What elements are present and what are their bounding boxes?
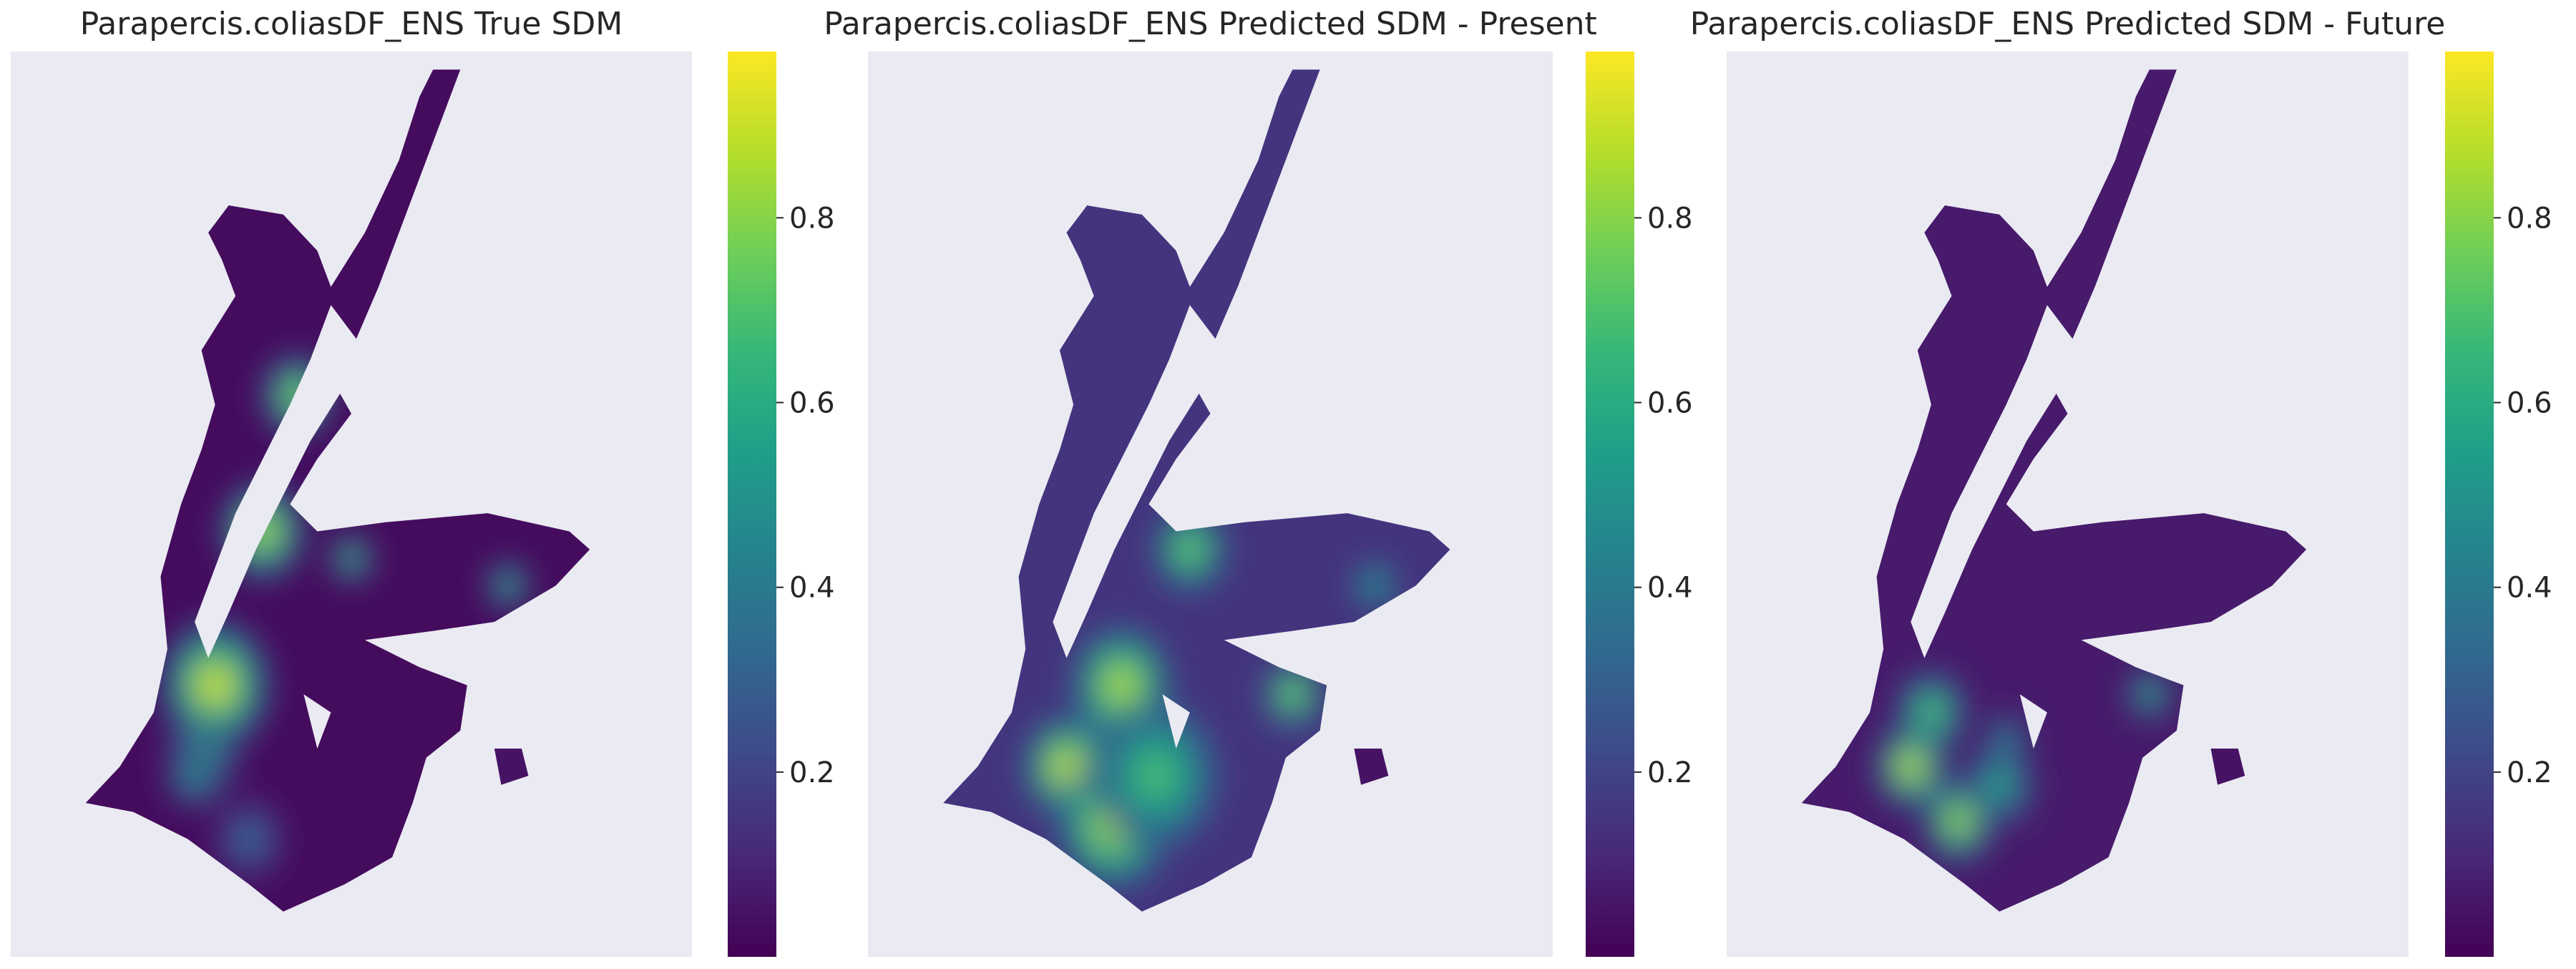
sdm-hotspot — [1181, 539, 1199, 560]
sdm-hotspot — [240, 829, 258, 849]
colorbar — [2445, 52, 2494, 957]
panel-title: Parapercis.coliasDF_ENS Predicted SDM - … — [1690, 6, 2446, 42]
sdm-hotspot — [1991, 774, 2009, 795]
colorbar-tick-label: 0.8 — [2507, 202, 2552, 235]
colorbar-tick-label: 0.6 — [789, 387, 835, 420]
sdm-hotspot — [187, 767, 202, 784]
sdm-hotspot — [1285, 686, 1299, 703]
sdm-hotspot — [1109, 671, 1133, 700]
colorbar-tick-label: 0.8 — [789, 202, 835, 235]
colorbar-tick-label: 0.2 — [789, 756, 835, 789]
panel-title: Parapercis.coliasDF_ENS True SDM — [80, 6, 623, 42]
sdm-hotspot — [201, 668, 229, 702]
panel-title: Parapercis.coliasDF_ENS Predicted SDM - … — [824, 6, 1597, 42]
sdm-hotspot — [1950, 811, 1967, 832]
colorbar — [728, 52, 776, 957]
sdm-hotspot — [346, 552, 357, 565]
sdm-hotspot — [1902, 756, 1920, 777]
colorbar-tick-label: 0.6 — [1647, 387, 1693, 420]
colorbar-tick-label: 0.4 — [1647, 572, 1693, 605]
colorbar-tick-label: 0.8 — [1647, 202, 1693, 235]
colorbar-tick-label: 0.2 — [1647, 756, 1693, 789]
sdm-hotspot — [1922, 702, 1940, 723]
colorbar-tick-label: 0.4 — [2507, 572, 2552, 605]
colorbar — [1586, 52, 1634, 957]
colorbar-tick-label: 0.2 — [2507, 756, 2552, 789]
sdm-hotspot — [1056, 754, 1077, 779]
colorbar-tick-label: 0.6 — [2507, 387, 2552, 420]
sdm-hotspot — [2001, 733, 2011, 746]
sdm-hotspot — [1140, 757, 1171, 794]
sdm-hotspot — [502, 579, 514, 592]
panel-1: Parapercis.coliasDF_ENS True SDM 0.2 0.4 0.… — [11, 6, 835, 957]
panel-3: Parapercis.coliasDF_ENS Predicted SDM - … — [1690, 6, 2552, 957]
panel-2: Parapercis.coliasDF_ENS Predicted SDM - … — [824, 6, 1693, 957]
colorbar-tick-label: 0.4 — [789, 572, 835, 605]
sdm-hotspot — [1370, 579, 1380, 592]
sdm-hotspot — [2144, 688, 2155, 701]
panels: Parapercis.coliasDF_ENS True SDM 0.2 0.4 0.… — [11, 6, 2552, 957]
